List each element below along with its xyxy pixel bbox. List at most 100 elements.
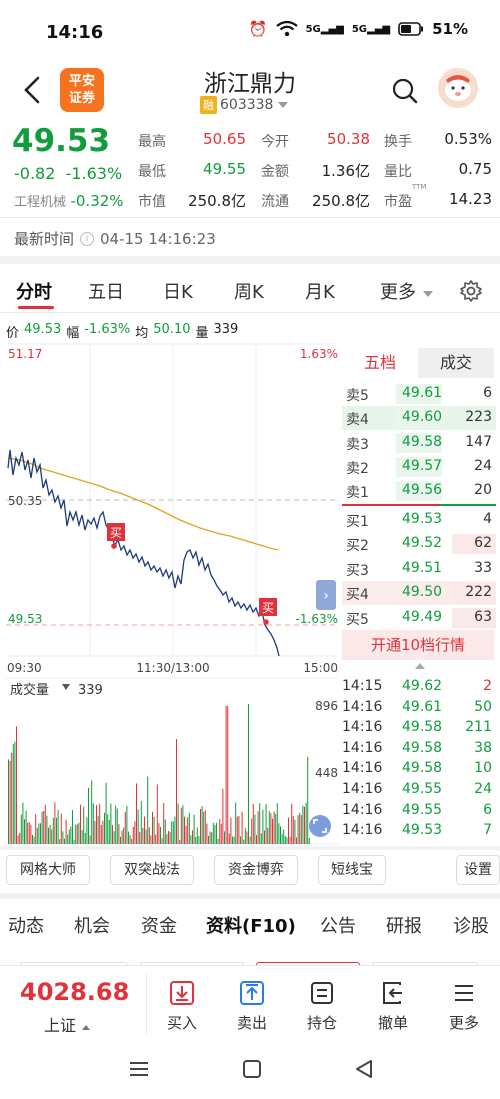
volume-bar	[302, 805, 304, 844]
bid-row[interactable]: 买3 49.51 33	[342, 557, 496, 581]
volume-bar	[115, 805, 117, 844]
open-10-level-button[interactable]: 开通10档行情	[342, 630, 494, 660]
settings-gear-icon[interactable]	[459, 279, 483, 303]
bid-row[interactable]: 买1 49.53 4	[342, 508, 496, 532]
back-icon[interactable]	[18, 72, 48, 108]
tick-volume: 211	[465, 719, 492, 736]
turnover-label: 换手	[384, 134, 412, 150]
search-icon[interactable]	[390, 76, 420, 106]
tick-price: 49.61	[402, 698, 443, 715]
tab-announcements[interactable]: 公告	[320, 916, 356, 937]
volume-bar	[297, 815, 299, 844]
intraday-chart[interactable]: 买 买 51.17 1.63% 50.35 49.53 -1.63% 09:30…	[0, 340, 342, 845]
more-button[interactable]: 更多	[436, 980, 492, 1033]
cancel-order-button[interactable]: 撤单	[365, 980, 421, 1033]
volume-bar	[150, 835, 152, 844]
info-icon[interactable]: i	[80, 231, 95, 246]
bid-row[interactable]: 买5 49.49 63	[342, 606, 496, 630]
trade-tick-row: 14:16 49.55 24	[342, 779, 496, 803]
volume-bar	[118, 824, 120, 844]
ask-label: 卖4	[346, 412, 369, 429]
volume-bar	[78, 822, 80, 844]
tool-short-line[interactable]: 短线宝	[318, 855, 386, 885]
tab-weekly-k[interactable]: 周K	[234, 282, 264, 303]
volume-bar	[110, 803, 112, 844]
tool-fund-game[interactable]: 资金博弈	[214, 855, 298, 885]
tab-diagnosis[interactable]: 诊股	[453, 916, 489, 937]
avg-line	[7, 457, 279, 551]
market-cap-label: 市值	[138, 194, 166, 210]
tick-time: 14:16	[342, 719, 383, 736]
volume-bar	[16, 726, 17, 844]
tab-monthly-k[interactable]: 月K	[305, 282, 335, 303]
bid-price: 49.51	[402, 559, 443, 576]
open-value: 50.38	[327, 130, 370, 148]
ask-label: 卖1	[346, 485, 369, 502]
y-max-pct: 1.63%	[300, 347, 338, 361]
volume-bar	[304, 806, 305, 844]
avatar[interactable]	[438, 68, 478, 108]
volume-bar	[102, 820, 104, 844]
ask-row[interactable]: 卖3 49.58 147	[342, 431, 496, 455]
tool-grid-master[interactable]: 网格大师	[6, 855, 90, 885]
tick-price: 49.62	[402, 678, 443, 694]
expand-icon	[309, 815, 331, 837]
recent-apps-icon[interactable]	[128, 1059, 150, 1079]
bid-row[interactable]: 买2 49.52 62	[342, 532, 496, 556]
tab-daily-k[interactable]: 日K	[163, 282, 193, 303]
market-cap-value: 250.8亿	[188, 192, 246, 210]
tab-five-level[interactable]: 五档	[342, 348, 418, 378]
y-ref-label: 50.35	[8, 494, 42, 508]
bid-row[interactable]: 买4 49.50 222	[342, 581, 496, 606]
tab-opportunity[interactable]: 机会	[74, 916, 110, 937]
volume-bar	[129, 835, 131, 844]
tab-trades[interactable]: 成交	[418, 348, 494, 378]
volume-value: 339	[78, 683, 103, 698]
ask-row[interactable]: 卖4 49.60 223	[342, 406, 496, 431]
ask-row[interactable]: 卖1 49.56 20	[342, 479, 496, 503]
ask-volume: 24	[474, 457, 492, 474]
volume-bar	[33, 836, 35, 844]
ask-label: 卖5	[346, 388, 369, 404]
stock-code-selector[interactable]: 融 603338	[200, 96, 290, 114]
volume-bar	[62, 831, 64, 844]
sector-change[interactable]: 工程机械 -0.32%	[14, 192, 124, 210]
index-value[interactable]: 4028.68	[20, 978, 130, 1006]
ob-separator-green	[440, 504, 496, 506]
ask-label: 卖2	[346, 460, 369, 477]
ask-price: 49.56	[402, 482, 443, 499]
volume-bar	[160, 826, 161, 844]
tool-double-breakout[interactable]: 双突战法	[110, 855, 194, 885]
volume-bar	[176, 739, 177, 844]
buy-button[interactable]: 买入	[154, 980, 210, 1033]
volume-bar	[9, 760, 11, 844]
volume-bar	[230, 817, 232, 844]
tick-time: 14:15	[342, 678, 383, 694]
tab-five-day[interactable]: 五日	[88, 282, 124, 303]
latest-time: 04-15 14:16:23	[100, 229, 216, 248]
ask-row[interactable]: 卖5 49.61 6	[342, 382, 496, 406]
sell-button[interactable]: 卖出	[224, 980, 280, 1033]
tab-research[interactable]: 研报	[386, 916, 422, 937]
volume-bar	[227, 706, 229, 844]
tab-more[interactable]: 更多	[380, 278, 434, 304]
volume-bar	[171, 821, 173, 844]
positions-button[interactable]: 持仓	[294, 980, 350, 1033]
signal1-icon: 5G▂▄▆	[305, 23, 344, 35]
tab-f10[interactable]: 资料(F10)	[206, 916, 296, 937]
volume-bar	[19, 832, 21, 844]
volume-bar	[70, 826, 72, 844]
tab-funds[interactable]: 资金	[141, 916, 177, 937]
ask-row[interactable]: 卖2 49.57 24	[342, 455, 496, 479]
home-icon[interactable]	[242, 1059, 262, 1079]
volume-bar	[20, 814, 22, 844]
volume-bar	[86, 817, 88, 844]
tick-volume: 7	[483, 822, 492, 839]
back-nav-icon[interactable]	[354, 1058, 374, 1080]
tab-news[interactable]: 动态	[8, 916, 44, 937]
settings-button[interactable]: 设置	[456, 855, 500, 885]
ask-label: 卖3	[346, 436, 369, 453]
index-name[interactable]: 上证	[44, 1012, 91, 1036]
tab-intraday[interactable]: 分时	[16, 282, 52, 303]
positions-icon	[311, 982, 333, 1004]
